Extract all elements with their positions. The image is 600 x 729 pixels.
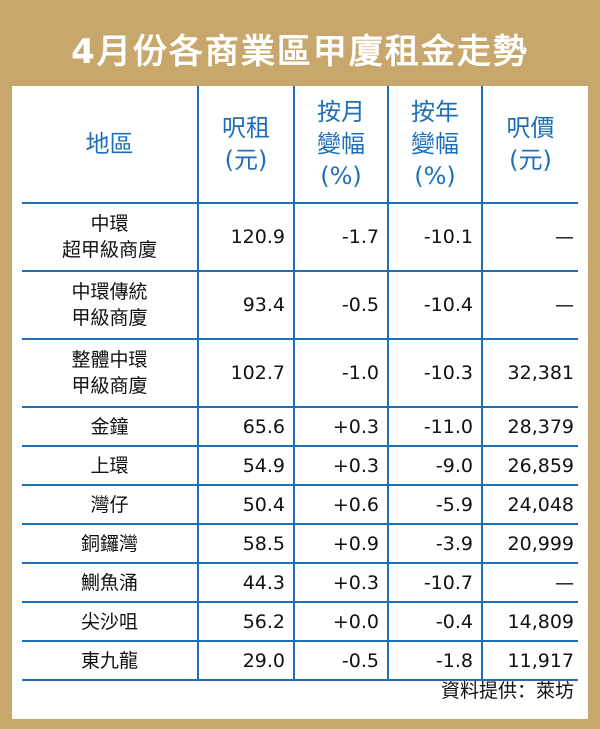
district-cell: 中環傳統 甲級商廈 [22,271,199,340]
district-cell: 鰂魚涌 [22,563,199,603]
price-cell: 32,381 [482,339,578,408]
district-cell: 銅鑼灣 [22,524,199,564]
mom-cell: +0.3 [294,407,389,447]
table-row: 尖沙咀 56.2 +0.0 -0.4 14,809 [22,602,578,642]
rent-cell: 56.2 [198,602,295,642]
district-cell: 整體中環 甲級商廈 [22,339,199,408]
rent-cell: 44.3 [198,563,295,603]
district-cell: 尖沙咀 [22,602,199,642]
table-row: 鰂魚涌 44.3 +0.3 -10.7 — [22,563,578,603]
table-row: 上環 54.9 +0.3 -9.0 26,859 [22,446,578,486]
price-cell: 26,859 [482,446,578,486]
price-cell: — [482,563,578,603]
page-title: 4月份各商業區甲廈租金走勢 [71,31,529,72]
yoy-cell: -10.1 [388,203,483,272]
rent-table: 地區 呎租 (元) 按月 變幅 (%) 按年 變幅 (%) 呎價 [22,86,578,681]
table-row: 銅鑼灣 58.5 +0.9 -3.9 20,999 [22,524,578,564]
yoy-cell: -0.4 [388,602,483,642]
table-row: 整體中環 甲級商廈 102.7 -1.0 -10.3 32,381 [22,339,578,408]
infographic-frame: 4月份各商業區甲廈租金走勢 地區 呎租 (元) 按月 變幅 ( [12,10,588,719]
mom-cell: +0.6 [294,485,389,525]
table-row: 灣仔 50.4 +0.6 -5.9 24,048 [22,485,578,525]
yoy-cell: -11.0 [388,407,483,447]
rent-cell: 58.5 [198,524,295,564]
mom-cell: +0.3 [294,446,389,486]
yoy-cell: -10.7 [388,563,483,603]
mom-cell: -0.5 [294,641,389,681]
title-bar: 4月份各商業區甲廈租金走勢 [12,10,588,86]
mom-cell: -0.5 [294,271,389,340]
price-cell: 11,917 [482,641,578,681]
rent-cell: 29.0 [198,641,295,681]
price-cell: — [482,203,578,272]
rent-cell: 50.4 [198,485,295,525]
mom-cell: +0.9 [294,524,389,564]
district-cell: 東九龍 [22,641,199,681]
table-row: 中環傳統 甲級商廈 93.4 -0.5 -10.4 — [22,271,578,340]
header-yoy: 按年 變幅 (%) [388,86,483,204]
header-district: 地區 [22,86,199,204]
header-row: 地區 呎租 (元) 按月 變幅 (%) 按年 變幅 (%) 呎價 [22,86,578,204]
yoy-cell: -9.0 [388,446,483,486]
district-cell: 中環 超甲級商廈 [22,203,199,272]
price-cell: 20,999 [482,524,578,564]
mom-cell: -1.7 [294,203,389,272]
rent-cell: 93.4 [198,271,295,340]
price-cell: 28,379 [482,407,578,447]
yoy-cell: -1.8 [388,641,483,681]
yoy-cell: -10.4 [388,271,483,340]
yoy-cell: -3.9 [388,524,483,564]
mom-cell: -1.0 [294,339,389,408]
price-cell: — [482,271,578,340]
header-mom: 按月 變幅 (%) [294,86,389,204]
mom-cell: +0.3 [294,563,389,603]
table-row: 金鐘 65.6 +0.3 -11.0 28,379 [22,407,578,447]
rent-cell: 65.6 [198,407,295,447]
yoy-cell: -5.9 [388,485,483,525]
table-row: 東九龍 29.0 -0.5 -1.8 11,917 [22,641,578,681]
source-credit: 資料提供：萊坊 [440,680,574,702]
mom-cell: +0.0 [294,602,389,642]
table-row: 中環 超甲級商廈 120.9 -1.7 -10.1 — [22,203,578,272]
price-cell: 24,048 [482,485,578,525]
rent-cell: 102.7 [198,339,295,408]
district-cell: 上環 [22,446,199,486]
price-cell: 14,809 [482,602,578,642]
rent-cell: 54.9 [198,446,295,486]
district-cell: 金鐘 [22,407,199,447]
header-price: 呎價 (元) [482,86,578,204]
rent-cell: 120.9 [198,203,295,272]
district-cell: 灣仔 [22,485,199,525]
yoy-cell: -10.3 [388,339,483,408]
header-rent: 呎租 (元) [198,86,295,204]
